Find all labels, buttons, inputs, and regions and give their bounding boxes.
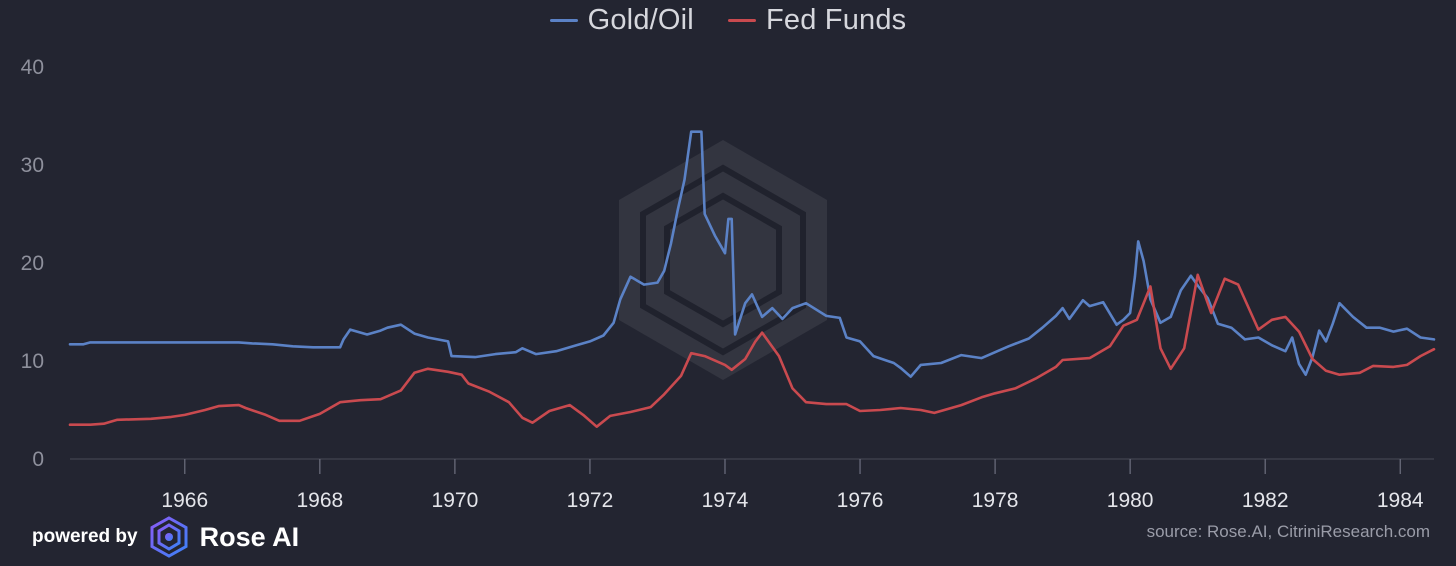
x-axis: 1966 1968 1970 1972 1974 1976 1978 1980 1982 1984 (161, 459, 1424, 512)
series-line-gold-oil (68, 130, 1436, 378)
rose-ai-logo-icon (150, 516, 188, 558)
x-tick-label: 1968 (296, 489, 343, 512)
y-tick-label: 40 (21, 56, 44, 79)
series-layer (68, 130, 1436, 428)
fed-funds-swatch (727, 18, 756, 22)
y-axis: 0 10 20 30 40 (21, 56, 44, 471)
x-tick-label: 1972 (567, 489, 614, 512)
x-tick-label: 1974 (702, 489, 749, 512)
x-tick-label: 1984 (1377, 489, 1424, 512)
rose-ai-brand-name: Rose AI (199, 521, 300, 552)
x-tick-label: 1982 (1242, 489, 1289, 512)
powered-by-branding: powered by Rose AI (32, 514, 299, 560)
x-tick-label: 1970 (432, 489, 479, 512)
x-tick-label: 1966 (161, 489, 208, 512)
source-attribution: source: Rose.AI, CitriniResearch.com (1146, 522, 1430, 541)
y-tick-label: 20 (21, 252, 44, 275)
legend: Gold/Oil Fed Funds (0, 0, 1456, 40)
legend-item-fed-funds[interactable]: Fed Funds (727, 3, 907, 37)
x-tick-label: 1976 (837, 489, 884, 512)
legend-label-fed-funds: Fed Funds (765, 3, 907, 36)
y-tick-label: 10 (21, 350, 44, 373)
rose-ai-watermark-logo (619, 140, 827, 380)
x-tick-label: 1978 (972, 489, 1019, 512)
x-tick-label: 1980 (1107, 489, 1154, 512)
series-line-fed-funds (68, 273, 1436, 428)
legend-item-gold-oil[interactable]: Gold/Oil (549, 3, 694, 37)
y-tick-label: 0 (32, 448, 44, 471)
y-tick-label: 30 (21, 154, 44, 177)
legend-label-gold-oil: Gold/Oil (587, 3, 694, 36)
powered-by-text: powered by (32, 526, 138, 547)
gold-oil-swatch (549, 18, 578, 22)
